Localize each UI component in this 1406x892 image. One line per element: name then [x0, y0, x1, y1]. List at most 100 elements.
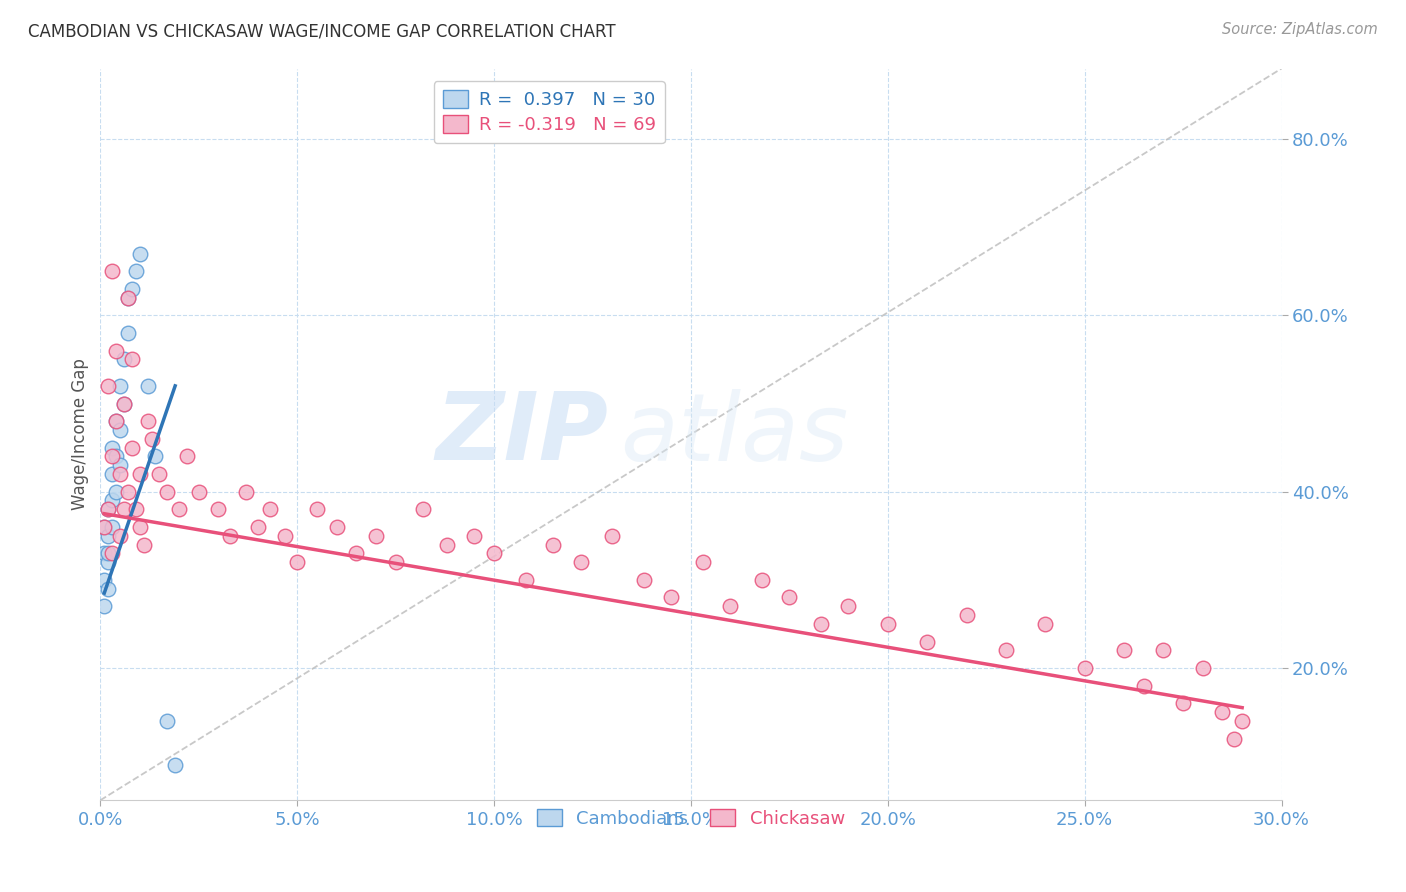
Point [108, 529, 131, 543]
Point [105, 414, 128, 428]
Point [344, 546, 367, 560]
Point [1171, 696, 1194, 710]
Point [692, 555, 714, 569]
Point [128, 520, 150, 534]
Point [778, 591, 800, 605]
Point [274, 529, 297, 543]
Legend: Cambodians, Chickasaw: Cambodians, Chickasaw [530, 802, 852, 835]
Point [837, 599, 859, 614]
Point [156, 484, 179, 499]
Point [259, 502, 281, 516]
Point [165, 758, 187, 772]
Point [659, 591, 682, 605]
Point [718, 599, 741, 614]
Point [105, 414, 128, 428]
Point [117, 484, 139, 499]
Point [128, 467, 150, 481]
Point [97, 502, 120, 516]
Point [285, 555, 308, 569]
Point [412, 502, 434, 516]
Point [117, 291, 139, 305]
Point [325, 520, 347, 534]
Point [219, 529, 242, 543]
Point [101, 467, 124, 481]
Point [117, 326, 139, 340]
Point [1033, 616, 1056, 631]
Point [112, 396, 135, 410]
Point [994, 643, 1017, 657]
Point [121, 282, 143, 296]
Point [541, 537, 564, 551]
Point [93, 546, 115, 560]
Point [108, 458, 131, 473]
Point [1211, 705, 1233, 719]
Point [167, 502, 190, 516]
Point [97, 379, 120, 393]
Y-axis label: Wage/Income Gap: Wage/Income Gap [72, 359, 89, 510]
Point [569, 555, 592, 569]
Point [97, 555, 120, 569]
Point [93, 573, 115, 587]
Point [1230, 714, 1253, 728]
Point [108, 467, 131, 481]
Point [515, 573, 537, 587]
Point [187, 484, 209, 499]
Point [148, 467, 170, 481]
Point [125, 264, 148, 278]
Point [101, 450, 124, 464]
Point [108, 379, 131, 393]
Point [121, 441, 143, 455]
Point [97, 546, 120, 560]
Point [482, 546, 505, 560]
Point [136, 379, 159, 393]
Point [810, 616, 832, 631]
Text: ZIP: ZIP [436, 388, 609, 481]
Point [105, 484, 128, 499]
Point [112, 352, 135, 367]
Point [93, 520, 115, 534]
Point [364, 529, 387, 543]
Point [305, 502, 328, 516]
Point [97, 582, 120, 596]
Point [207, 502, 229, 516]
Point [125, 502, 148, 516]
Point [132, 537, 155, 551]
Point [246, 520, 269, 534]
Point [156, 714, 179, 728]
Point [101, 493, 124, 508]
Point [751, 573, 773, 587]
Text: atlas: atlas [620, 389, 848, 480]
Point [1073, 661, 1095, 675]
Point [235, 484, 257, 499]
Point [121, 352, 143, 367]
Point [128, 246, 150, 260]
Point [101, 441, 124, 455]
Text: Source: ZipAtlas.com: Source: ZipAtlas.com [1222, 22, 1378, 37]
Point [1112, 643, 1135, 657]
Point [876, 616, 898, 631]
Point [141, 432, 163, 446]
Text: CAMBODIAN VS CHICKASAW WAGE/INCOME GAP CORRELATION CHART: CAMBODIAN VS CHICKASAW WAGE/INCOME GAP C… [28, 22, 616, 40]
Point [117, 291, 139, 305]
Point [97, 529, 120, 543]
Point [101, 520, 124, 534]
Point [1152, 643, 1174, 657]
Point [93, 599, 115, 614]
Point [97, 502, 120, 516]
Point [101, 546, 124, 560]
Point [1191, 661, 1213, 675]
Point [955, 608, 977, 623]
Point [112, 396, 135, 410]
Point [915, 634, 938, 648]
Point [436, 537, 458, 551]
Point [1132, 679, 1154, 693]
Point [633, 573, 655, 587]
Point [1223, 731, 1246, 746]
Point [101, 264, 124, 278]
Point [145, 450, 167, 464]
Point [93, 520, 115, 534]
Point [112, 502, 135, 516]
Point [463, 529, 485, 543]
Point [105, 450, 128, 464]
Point [176, 450, 198, 464]
